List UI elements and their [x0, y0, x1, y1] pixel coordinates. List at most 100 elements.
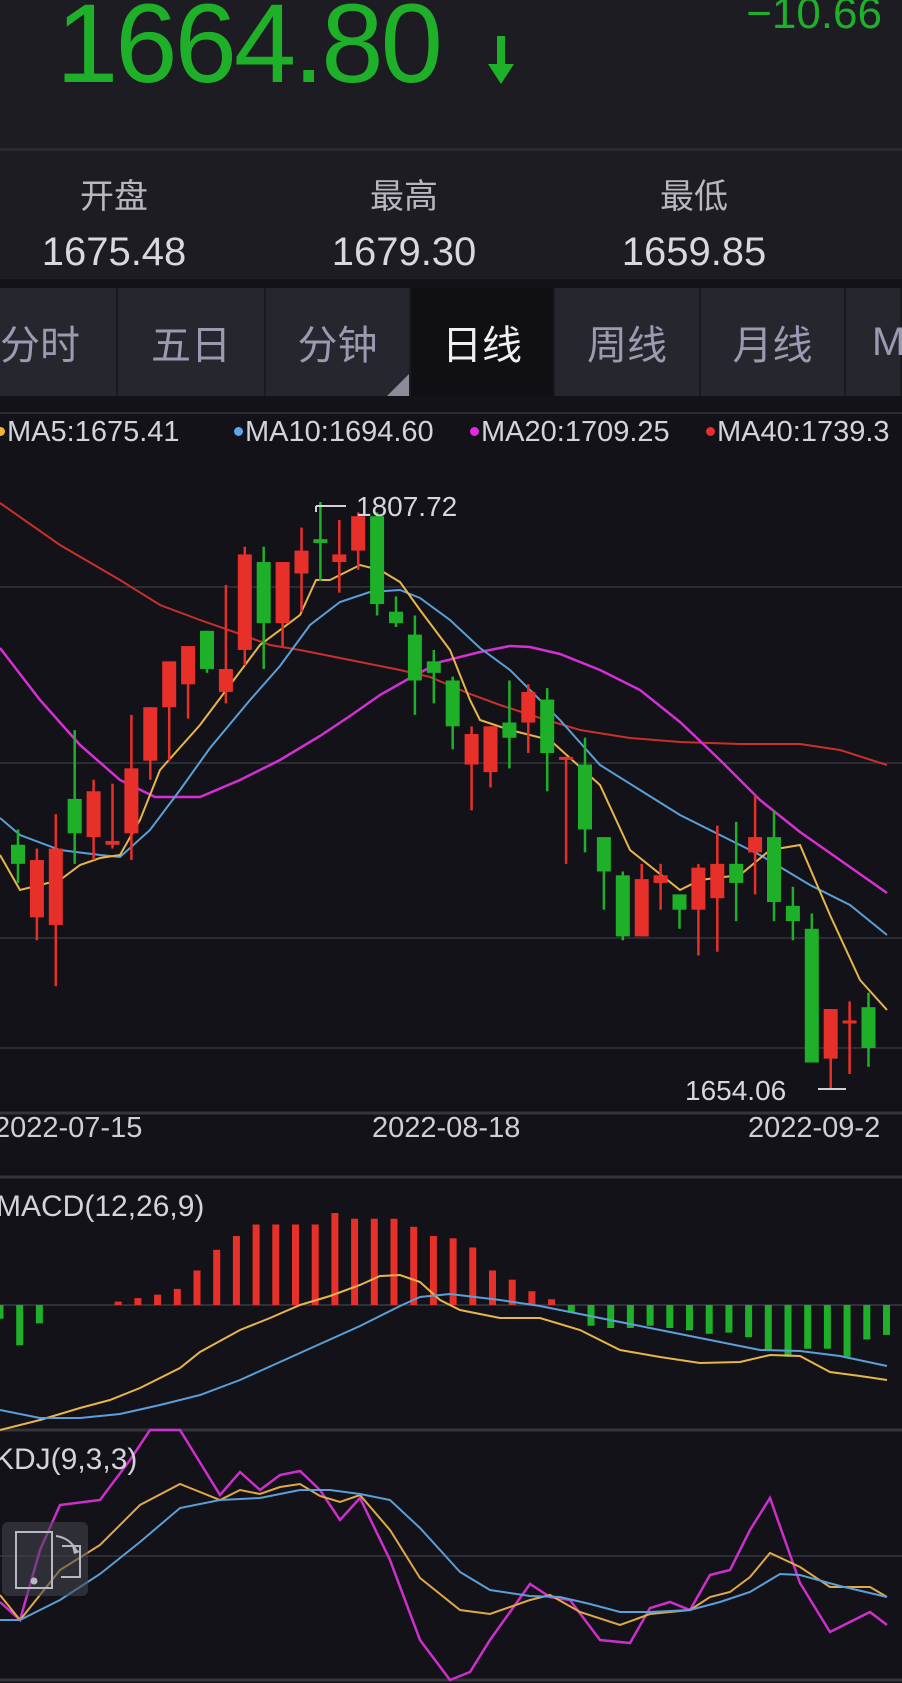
candle [11, 844, 25, 864]
macd-bar [311, 1224, 319, 1305]
stat-label: 最高 [370, 178, 438, 216]
rotate-screen-button[interactable] [2, 1522, 88, 1596]
stat-value: 1679.30 [331, 230, 477, 274]
tab-minute[interactable]: 分钟 [266, 288, 411, 396]
macd-bar [351, 1218, 359, 1305]
high-marker [315, 505, 346, 512]
macd-bar [646, 1305, 654, 1326]
candle [370, 516, 385, 605]
candle [67, 798, 82, 834]
candle [181, 646, 196, 685]
macd-bar [449, 1238, 457, 1305]
candle [275, 562, 290, 624]
kdj-d-line [0, 1489, 888, 1621]
macd-bar [607, 1305, 615, 1328]
macd-bar [469, 1247, 477, 1305]
kdj-title[interactable]: KDJ(9,3,3) [0, 1443, 138, 1476]
tab-more[interactable]: M [846, 288, 902, 396]
macd-bar [134, 1298, 142, 1305]
candle [445, 680, 460, 727]
macd-bar [0, 1305, 4, 1319]
candle [426, 661, 441, 673]
tab-label: 日线 [442, 324, 522, 368]
candle [29, 860, 44, 918]
candle [823, 1009, 838, 1059]
ma10-dot-icon [234, 426, 243, 436]
macd-bar [213, 1249, 221, 1305]
ma10-line [0, 588, 888, 936]
macd-bar [331, 1213, 339, 1305]
candle [407, 634, 422, 681]
last-price: 1664.80 [56, 0, 443, 106]
candle [842, 1020, 857, 1024]
stats-row: 开盘 1675.48 最高 1679.30 最低 1659.85 [0, 151, 902, 279]
candle [48, 848, 63, 925]
candle [218, 669, 233, 692]
legend-ma10: MA10:1694.60 [234, 416, 434, 449]
macd-bar [528, 1291, 536, 1305]
legend-ma5: MA5:1675.41 [0, 416, 180, 449]
ma20-dot-icon [470, 426, 479, 436]
candle [124, 768, 139, 834]
tab-intraday[interactable]: 分时 [0, 288, 118, 396]
macd-bar [705, 1305, 713, 1334]
candle [502, 722, 517, 738]
candle [143, 707, 158, 761]
macd-bar [686, 1305, 693, 1331]
macd-bar [370, 1218, 378, 1305]
tab-label: 月线 [732, 324, 813, 368]
candle [162, 661, 177, 708]
candle [256, 562, 271, 624]
tab-label: 周线 [587, 324, 667, 368]
candle [351, 516, 366, 551]
tab-label: 五日 [151, 324, 231, 368]
candle [200, 630, 214, 670]
price-gridlines [0, 412, 902, 1682]
period-tabs: 分时 五日 分钟 日线 周线 月线 M [0, 288, 902, 396]
legend-label: MA10:1694.60 [245, 416, 434, 448]
macd-bar [252, 1224, 260, 1305]
candle [294, 550, 309, 574]
macd-title[interactable]: MACD(12,26,9) [0, 1190, 205, 1223]
ma40-dot-icon [706, 426, 715, 436]
candle [767, 837, 781, 903]
candle [785, 905, 800, 922]
macd-bar [390, 1218, 398, 1305]
candle [237, 554, 252, 650]
macd-bar [154, 1294, 162, 1305]
tab-daily[interactable]: 日线 [411, 288, 555, 396]
candle [86, 791, 101, 838]
divider [0, 148, 902, 151]
macd-bar [410, 1226, 418, 1305]
macd-bar [114, 1301, 122, 1305]
tab-monthly[interactable]: 月线 [701, 288, 846, 396]
macd-bar [548, 1299, 556, 1305]
macd-bar [745, 1305, 753, 1338]
macd-bar [292, 1224, 299, 1305]
candle [483, 726, 498, 773]
legend-ma20: MA20:1709.25 [470, 416, 670, 449]
stat-value: 1675.48 [41, 230, 187, 274]
x-tick: 2022-07-15 [0, 1112, 143, 1144]
legend-label: MA40:1739.3 [717, 416, 890, 448]
candle [691, 867, 706, 910]
macd-bar [764, 1305, 772, 1351]
tab-five-day[interactable]: 五日 [118, 288, 266, 396]
macd-bar [784, 1305, 792, 1357]
macd-bar [843, 1305, 851, 1357]
ma40-line [0, 502, 888, 766]
tab-weekly[interactable]: 周线 [555, 288, 701, 396]
quote-header: 1664.80 −10.66 [0, 0, 902, 148]
low-label: 1654.06 [685, 1075, 786, 1106]
candle [389, 611, 403, 624]
tab-label: M [872, 319, 902, 364]
candle [559, 756, 574, 760]
candle [729, 863, 744, 883]
candle [615, 875, 630, 937]
stat-label: 开盘 [80, 178, 148, 216]
macd-bar [666, 1305, 674, 1328]
macd-bar [173, 1288, 181, 1305]
ma5-dot-icon [0, 426, 5, 436]
macd-bar [823, 1305, 831, 1349]
